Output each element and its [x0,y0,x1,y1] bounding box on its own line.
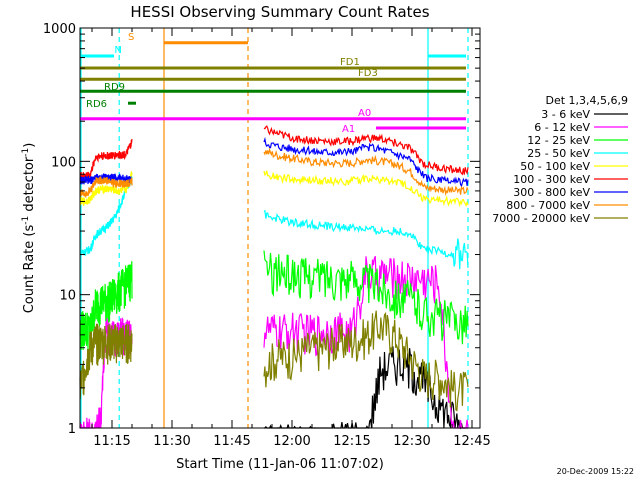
y-axis-label-main: Count Rate (s [22,225,37,314]
legend-label: 50 - 100 keV [520,160,590,173]
series-300-800-kev-post [263,136,469,188]
series-100-300-kev-post [263,125,469,176]
footer-date: 20-Dec-2009 15:22 [557,467,634,476]
y-tick-label: 100 [51,155,76,170]
y-tick-label: 10 [59,289,76,304]
y-tick-label: 1 [68,422,76,437]
legend-label: 25 - 50 keV [527,147,590,160]
series-12-25-kev-pre [79,261,133,352]
series-25-50-kev-pre [79,175,133,256]
legend-label: 7000 - 20000 keV [492,212,590,225]
legend-label: 300 - 800 keV [513,186,590,199]
axes: 11:15 11:30 11:45 12:00 12:15 12:30 12:45 1 10 10… [43,22,491,449]
legend-label: 100 - 300 keV [513,173,590,186]
x-tick-label: 12:15 [333,434,370,449]
legend-label: 800 - 7000 keV [506,199,590,212]
series-7000-20000-kev-pre [79,323,133,400]
x-tick-label: 12:00 [273,434,310,449]
flag-label-fd3: FD3 [358,68,378,79]
chart-title: HESSI Observing Summary Count Rates [130,3,429,21]
y-axis-label-sup2: -1 [21,148,31,157]
flag-label-n: N [114,45,121,56]
y-axis-label-end: ) [22,143,37,148]
y-axis-label-mid: detector [22,156,37,216]
legend-title: Det 1,3,4,5,6,9 [545,94,628,107]
flag-label-a0: A0 [358,108,371,119]
x-tick-label: 11:45 [213,434,250,449]
y-axis-label: Count Rate (s-1 detector-1) [21,143,37,314]
series-6-12-kev-pre [79,313,133,429]
series-50-100-kev-post [263,170,469,208]
x-tick-label: 11:30 [153,434,190,449]
y-tick-label: 1000 [43,22,76,37]
series-25-50-kev-post [263,209,469,270]
legend-label: 6 - 12 keV [534,121,590,134]
series-800-7000-kev-pre [79,176,133,199]
x-tick-label: 12:45 [453,434,490,449]
y-axis-label-sup1: -1 [21,216,31,225]
flag-label-a1: A1 [342,124,355,135]
flag-label-fd1: FD1 [340,57,360,68]
series-12-25-kev-post [263,250,469,345]
flag-label-rd9: RD9 [104,82,125,93]
legend-label: 3 - 6 keV [541,108,590,121]
plot-frame [79,27,481,429]
x-axis-label: Start Time (11-Jan-06 11:07:02) [176,457,384,472]
series-7000-20000-kev-post [263,310,469,412]
flag-label-s: S [128,32,134,43]
x-tick-label: 12:30 [393,434,430,449]
flag-label-rd6: RD6 [86,99,107,110]
series-800-7000-kev-post [263,147,469,197]
x-tick-label: 11:15 [93,434,130,449]
legend-label: 12 - 25 keV [527,134,590,147]
